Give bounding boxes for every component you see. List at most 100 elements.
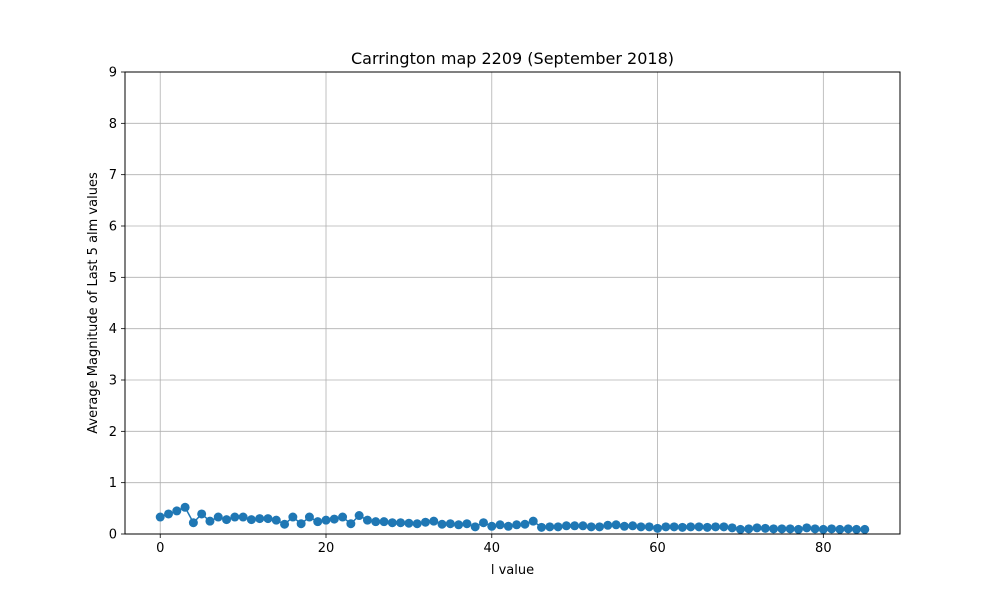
data-point [354, 511, 364, 521]
data-point [818, 524, 828, 534]
data-point [628, 521, 638, 531]
data-point [835, 524, 845, 534]
y-tick-label: 6 [109, 220, 117, 235]
data-point [321, 515, 331, 525]
data-point [304, 512, 314, 522]
x-tick-label: 40 [484, 541, 501, 556]
data-point [636, 522, 646, 532]
data-point [719, 522, 729, 532]
data-point [495, 520, 505, 530]
data-point [437, 519, 447, 529]
x-tick-label: 0 [156, 541, 164, 556]
data-point [213, 512, 223, 522]
data-point [263, 514, 273, 524]
data-point [661, 522, 671, 532]
data-point [810, 524, 820, 534]
data-point [454, 520, 464, 530]
data-point [503, 521, 513, 531]
data-point [545, 522, 555, 532]
data-point [313, 517, 323, 527]
data-point [561, 521, 571, 531]
data-point [686, 522, 696, 532]
data-point [752, 523, 762, 533]
data-point [246, 515, 256, 525]
data-point [702, 522, 712, 532]
data-point [553, 522, 563, 532]
data-point [404, 518, 414, 528]
data-point [487, 521, 497, 531]
data-point [197, 509, 207, 519]
data-point [296, 519, 306, 529]
data-point [802, 523, 812, 533]
chart-title: Carrington map 2209 (September 2018) [351, 49, 674, 68]
x-tick-label: 20 [318, 541, 335, 556]
data-point [644, 522, 654, 532]
data-point [843, 524, 853, 534]
data-point [735, 524, 745, 534]
y-tick-label: 9 [109, 66, 117, 81]
data-point [619, 521, 629, 531]
data-point [180, 502, 190, 512]
data-point [470, 522, 480, 532]
data-point [512, 520, 522, 530]
data-point [396, 518, 406, 528]
data-point [578, 521, 588, 531]
data-point [611, 520, 621, 530]
y-tick-label: 8 [109, 117, 117, 132]
data-point [528, 516, 538, 526]
data-point [280, 519, 290, 529]
data-point [338, 512, 348, 522]
data-point [570, 521, 580, 531]
data-point [785, 524, 795, 534]
data-point [371, 517, 381, 527]
data-point [255, 514, 265, 524]
data-point [205, 516, 215, 526]
y-tick-label: 7 [109, 168, 117, 183]
y-tick-label: 4 [109, 322, 117, 337]
ticks: 0 20 40 60 80 0 1 2 3 4 5 6 7 8 9 [109, 66, 832, 557]
x-tick-label: 80 [815, 541, 832, 556]
data-point [727, 523, 737, 533]
data-point [445, 519, 455, 529]
data-point [744, 524, 754, 534]
data-point [412, 519, 422, 529]
data-point [164, 509, 174, 519]
data-point [669, 522, 679, 532]
data-point [155, 512, 165, 522]
data-point [860, 524, 870, 534]
y-tick-label: 2 [109, 425, 117, 440]
data-point [586, 522, 596, 532]
data-point [172, 506, 182, 516]
data-point [537, 522, 547, 532]
data-point [520, 519, 530, 529]
y-tick-label: 1 [109, 476, 117, 491]
x-tick-label: 60 [649, 541, 666, 556]
data-point [478, 518, 488, 528]
data-point [777, 524, 787, 534]
y-axis-label: Average Magnitude of Last 5 alm values [86, 172, 101, 434]
data-point [362, 515, 372, 525]
plot-frame [124, 71, 901, 535]
data-point [711, 522, 721, 532]
data-point [595, 522, 605, 532]
data-point [677, 522, 687, 532]
data-point [288, 512, 298, 522]
data-point [694, 522, 704, 532]
series-group [155, 502, 870, 534]
data-point [238, 512, 248, 522]
data-point [271, 515, 281, 525]
data-point [760, 523, 770, 533]
x-axis-label: l value [491, 563, 534, 578]
data-point [462, 519, 472, 529]
data-point [603, 520, 613, 530]
data-point [793, 524, 803, 534]
data-point [379, 517, 389, 527]
data-point [387, 518, 397, 528]
data-point [429, 516, 439, 526]
data-point [329, 514, 339, 524]
data-point [851, 524, 861, 534]
data-point [188, 518, 198, 528]
data-point [230, 512, 240, 522]
